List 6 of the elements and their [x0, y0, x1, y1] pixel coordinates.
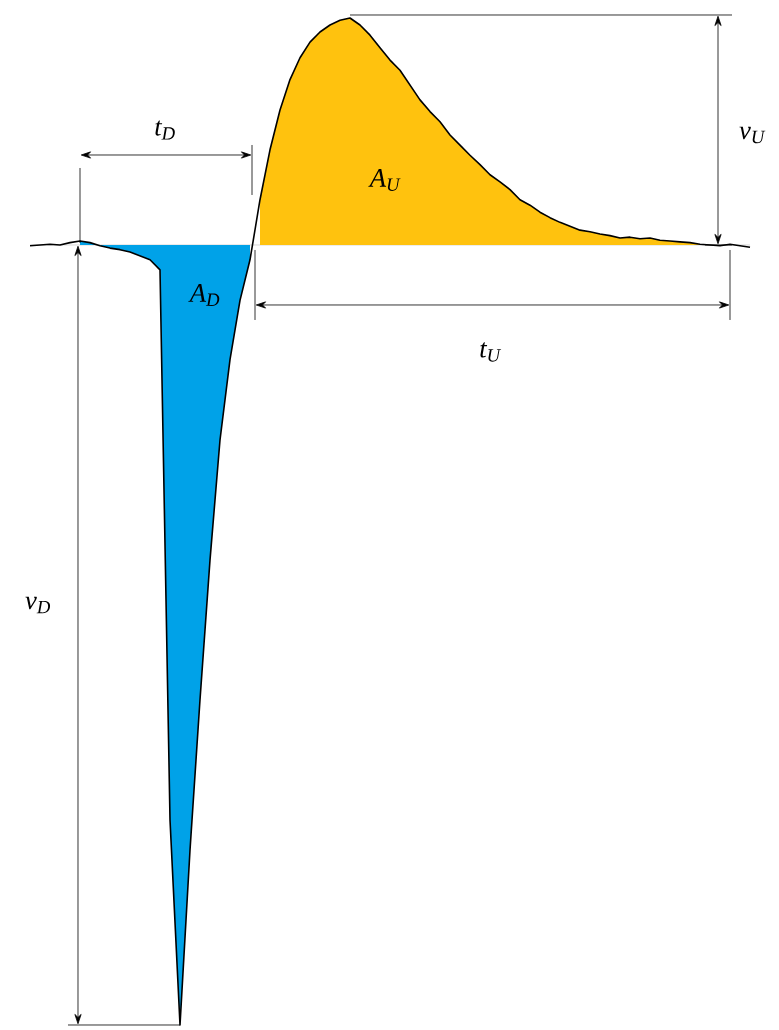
annotation: A$_{D}$: [188, 284, 220, 306]
annotation: t$_{D}$: [155, 120, 175, 140]
annotation: A$_{U}$: [368, 169, 401, 191]
annotation: v$_{U}$: [739, 126, 766, 144]
annotation: v$_{D}$: [25, 596, 51, 614]
annotation: t$_{U}$: [480, 342, 502, 362]
